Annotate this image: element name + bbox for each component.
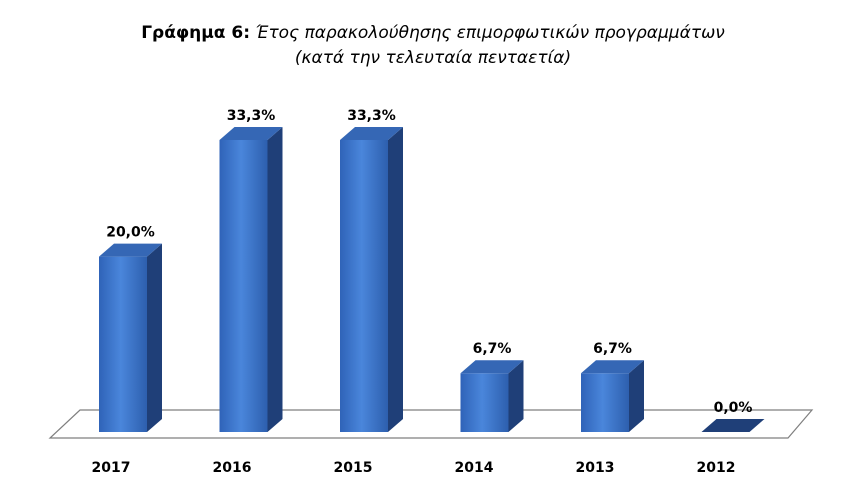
bar-front: [340, 140, 388, 432]
value-label: 6,7%: [593, 341, 632, 357]
bar-side: [629, 360, 644, 432]
bar-side: [388, 127, 403, 432]
value-label: 20,0%: [106, 225, 155, 241]
bars-group: [99, 127, 765, 432]
bar-2014: [460, 360, 524, 432]
category-label: 2014: [455, 460, 494, 476]
value-label: 0,0%: [714, 400, 753, 416]
chart-title: Γράφημα 6: Έτος παρακολούθησης επιμορφωτ…: [141, 23, 725, 43]
bar-front: [460, 373, 509, 432]
bar-side: [147, 243, 162, 432]
bar-2013: [581, 360, 644, 432]
category-label: 2016: [213, 460, 252, 476]
bar-top: [581, 360, 644, 374]
bar-front: [581, 373, 629, 432]
bar-2015: [340, 127, 403, 432]
bar-top: [219, 127, 283, 140]
category-label: 2012: [697, 460, 736, 476]
bar-top: [701, 419, 765, 432]
value-labels-group: 20,0% 33,3% 33,3% 6,7% 6,7% 0,0%: [106, 108, 752, 416]
bar-side: [267, 127, 283, 432]
chart-title-prefix: Γράφημα 6:: [141, 23, 250, 43]
bar-top: [460, 360, 524, 374]
bar-side: [508, 360, 524, 432]
bar-2017: [99, 243, 162, 432]
category-label: 2013: [576, 460, 615, 476]
bar-top: [99, 243, 162, 257]
value-label: 33,3%: [227, 108, 276, 124]
bar-front: [99, 256, 147, 432]
chart-subtitle: (κατά την τελευταία πενταετία): [295, 48, 571, 68]
category-label: 2017: [92, 460, 131, 476]
chart-title-main: Έτος παρακολούθησης επιμορφωτικών προγρα…: [250, 23, 725, 43]
bar-top: [340, 127, 403, 140]
bar-front: [219, 140, 268, 432]
category-labels-group: 2017 2016 2015 2014 2013 2012: [92, 460, 736, 476]
bar-2012: [701, 419, 765, 432]
value-label: 33,3%: [347, 108, 396, 124]
value-label: 6,7%: [473, 341, 512, 357]
chart-floor: [48, 409, 814, 439]
category-label: 2015: [334, 460, 373, 476]
bar-2016: [219, 127, 283, 432]
